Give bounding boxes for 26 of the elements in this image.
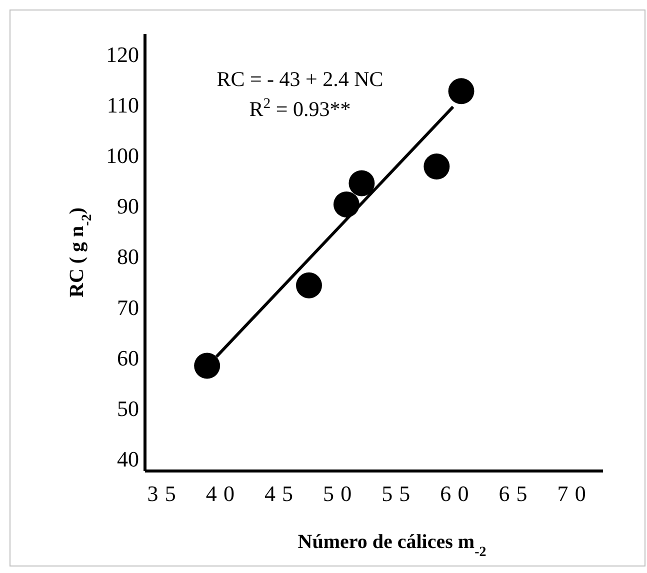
y-tick-label: 50: [117, 396, 139, 421]
point: [448, 78, 474, 104]
y-tick-label: 40: [117, 446, 139, 472]
annotation: R$^{2}$ = 0.93**: [249, 96, 351, 121]
y-tick-label: 60: [117, 345, 139, 370]
y-tick-label: 90: [117, 194, 139, 219]
y-tick-label: 110: [106, 92, 139, 118]
x-tick-label: 35: [147, 481, 183, 506]
y-tick-label: 80: [117, 244, 139, 270]
y-tick-label: 120: [106, 42, 139, 67]
x-tick-label: 55: [382, 481, 417, 506]
x-tick-label: 65: [498, 481, 534, 506]
x-tick-label: 45: [264, 481, 300, 506]
annotation: RC = - 43 + 2.4 NC: [216, 67, 384, 91]
y-tick-label: 100: [106, 143, 139, 168]
point: [348, 170, 375, 196]
point: [296, 272, 322, 298]
point: [424, 154, 450, 180]
x-tick-label: 50: [323, 481, 358, 506]
x-tick-label: 60: [440, 481, 476, 506]
x-tick-label: 70: [557, 481, 592, 506]
point: [333, 191, 360, 218]
x-axis-title: Número de cálices m$_{-2}$: [298, 531, 486, 560]
y-tick-label: 70: [117, 294, 139, 320]
point: [194, 352, 220, 379]
x-tick-label: 40: [206, 481, 242, 506]
